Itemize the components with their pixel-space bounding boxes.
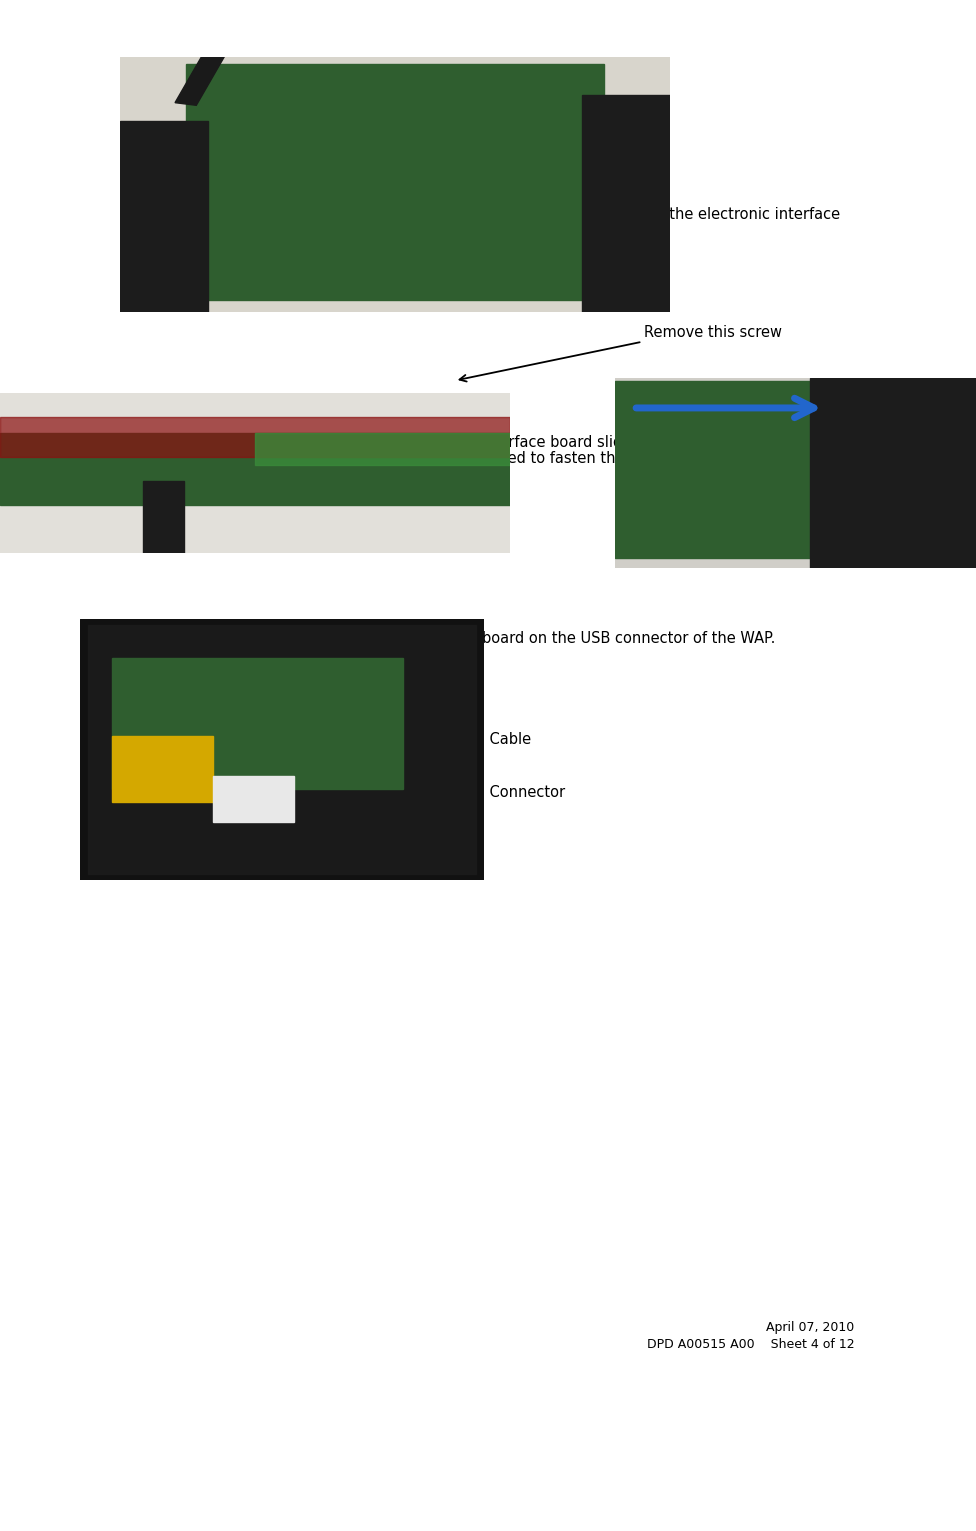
Text: USB Connector: USB Connector (455, 785, 565, 799)
Text: April 07, 2010: April 07, 2010 (766, 1321, 854, 1335)
Bar (615, 381, 825, 557)
Bar (582, 95, 670, 312)
Text: 1.   Remove the screw indicated in the Figure below before inserting the electro: 1. Remove the screw indicated in the Fig… (164, 207, 840, 222)
Bar (255, 433, 509, 465)
Bar (120, 121, 208, 312)
Bar (810, 378, 976, 568)
Bar (175, 49, 227, 106)
Text: 3.   Use the long screw and the standoff provided to fasten the interface board : 3. Use the long screw and the standoff p… (164, 452, 842, 467)
Text: board.: board. (164, 224, 244, 239)
Bar (112, 658, 403, 788)
Text: DPD A00515 A00    Sheet 4 of 12: DPD A00515 A00 Sheet 4 of 12 (646, 1338, 854, 1350)
Bar (112, 736, 214, 802)
Bar (0, 418, 509, 458)
Text: Remove this screw: Remove this screw (644, 325, 782, 340)
Text: 2.   Set the interface board into place. The interface board slides in along the: 2. Set the interface board into place. T… (164, 435, 785, 450)
Bar (186, 64, 604, 300)
Bar (214, 776, 294, 822)
Bar (142, 481, 183, 554)
Text: USB Cable: USB Cable (455, 732, 531, 747)
Bar (0, 433, 509, 505)
Text: 4.   Connect the USB cable of the Interface board on the USB connector of the WA: 4. Connect the USB cable of the Interfac… (164, 631, 776, 646)
